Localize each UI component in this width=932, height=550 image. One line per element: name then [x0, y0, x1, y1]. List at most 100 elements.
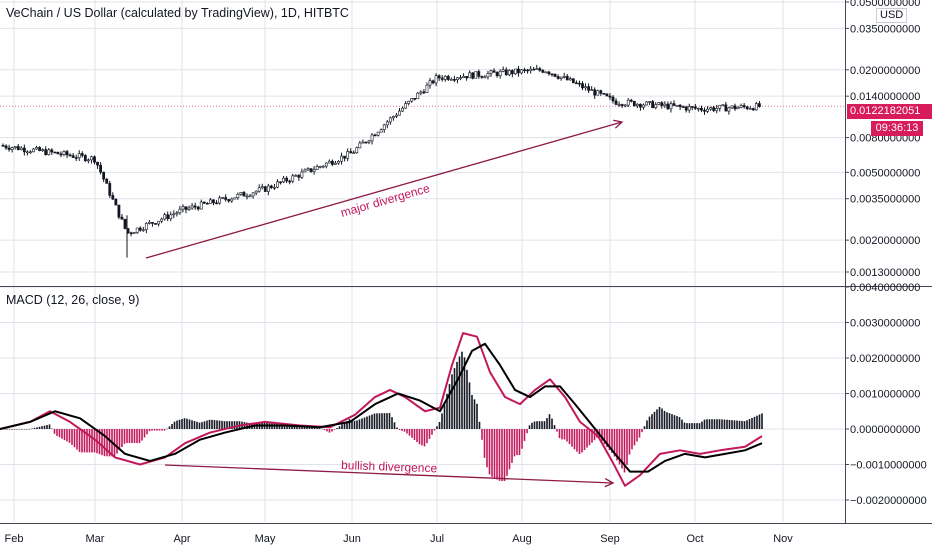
histogram-bar [141, 429, 143, 441]
histogram-bar [731, 420, 733, 429]
candle-body [538, 68, 542, 71]
histogram-bar [366, 416, 368, 429]
histogram-bar [301, 427, 303, 429]
candle-body [343, 155, 347, 159]
histogram-bar [606, 429, 608, 448]
candle-body [157, 220, 160, 225]
candle-body [74, 157, 78, 159]
candle-body [471, 72, 475, 79]
last-price-tag: 0.0122182051 [847, 104, 932, 119]
histogram-bar [233, 421, 236, 429]
histogram-bar [123, 429, 126, 444]
candle-body [425, 84, 429, 93]
histogram-bar [333, 429, 336, 430]
candle-body [614, 100, 618, 105]
candle-body [468, 72, 472, 79]
candle-body [209, 199, 212, 204]
candle-body [306, 168, 310, 171]
candle-body [590, 89, 594, 91]
candle-body [83, 155, 87, 162]
histogram-bar [291, 426, 293, 429]
candle-body [666, 103, 670, 110]
candle-body [56, 151, 60, 155]
histogram-bar [346, 420, 348, 429]
histogram-bar [458, 356, 461, 429]
histogram-bar [561, 429, 563, 440]
histogram-bar [616, 429, 618, 461]
histogram-bar [646, 420, 648, 429]
candle-body [358, 142, 362, 149]
histogram-bar [183, 418, 186, 429]
candle-body [568, 78, 572, 81]
histogram-bar [508, 429, 511, 470]
histogram-bar [743, 421, 746, 429]
histogram-bar [71, 429, 73, 445]
histogram-bar [88, 429, 91, 453]
candle-body [254, 190, 258, 194]
candle-body [99, 164, 103, 173]
histogram-bar [473, 399, 476, 429]
histogram-bar [486, 429, 488, 468]
candle-body [703, 109, 706, 112]
histogram-bar [296, 426, 298, 429]
histogram-bar [321, 428, 323, 430]
histogram-bar [318, 427, 321, 429]
candle-body [751, 108, 755, 111]
histogram-bar [478, 421, 481, 429]
histogram-bar [446, 393, 448, 429]
histogram-bar [421, 429, 423, 446]
candle-body [477, 71, 481, 77]
histogram-bar [101, 429, 103, 456]
candle-body [114, 198, 118, 206]
histogram-bar [756, 415, 758, 429]
candle-body [4, 145, 8, 149]
histogram-bar [166, 428, 168, 430]
histogram-bar [38, 426, 41, 429]
histogram-bar [746, 420, 748, 429]
candle-body [29, 151, 32, 154]
histogram-bar [398, 429, 401, 431]
histogram-bar [691, 423, 693, 429]
candle-body [559, 76, 563, 79]
histogram-bar [408, 429, 411, 436]
histogram-bar [593, 429, 596, 441]
histogram-bar [678, 417, 681, 429]
histogram-bar [736, 420, 738, 429]
macd-tick-label: −0.0020000000 [850, 495, 927, 507]
histogram-bar [403, 429, 406, 432]
candle-body [236, 193, 240, 199]
histogram-bar [528, 425, 531, 429]
histogram-bar [703, 419, 706, 429]
candle-body [25, 151, 29, 154]
candle-body [382, 124, 386, 130]
histogram-bar [391, 417, 393, 429]
currency-badge[interactable]: USD [876, 8, 908, 23]
histogram-bar [558, 429, 561, 439]
histogram-bar [578, 429, 581, 455]
histogram-bar [551, 418, 553, 429]
histogram-bar [53, 429, 56, 434]
histogram-bar [451, 374, 453, 429]
candle-body [300, 171, 304, 178]
candle-body [517, 68, 520, 74]
candle-body [105, 178, 109, 184]
histogram-bar [108, 429, 111, 457]
histogram-bar [308, 427, 311, 429]
histogram-bar [388, 413, 391, 429]
histogram-bar [218, 420, 221, 429]
histogram-bar [221, 420, 223, 429]
candle-body [718, 104, 722, 109]
histogram-bar [706, 419, 708, 429]
candle-body [584, 86, 587, 89]
candle-body [407, 100, 411, 104]
price-tick-label: 0.0200000000 [850, 65, 920, 77]
candle-body [178, 208, 182, 214]
candle-body [379, 129, 383, 133]
histogram-bar [523, 429, 526, 441]
countdown-tag: 09:36:13 [871, 121, 923, 136]
histogram-bar [236, 421, 238, 429]
histogram-bar [686, 423, 688, 429]
histogram-bar [453, 368, 456, 429]
candle-body [565, 75, 569, 81]
